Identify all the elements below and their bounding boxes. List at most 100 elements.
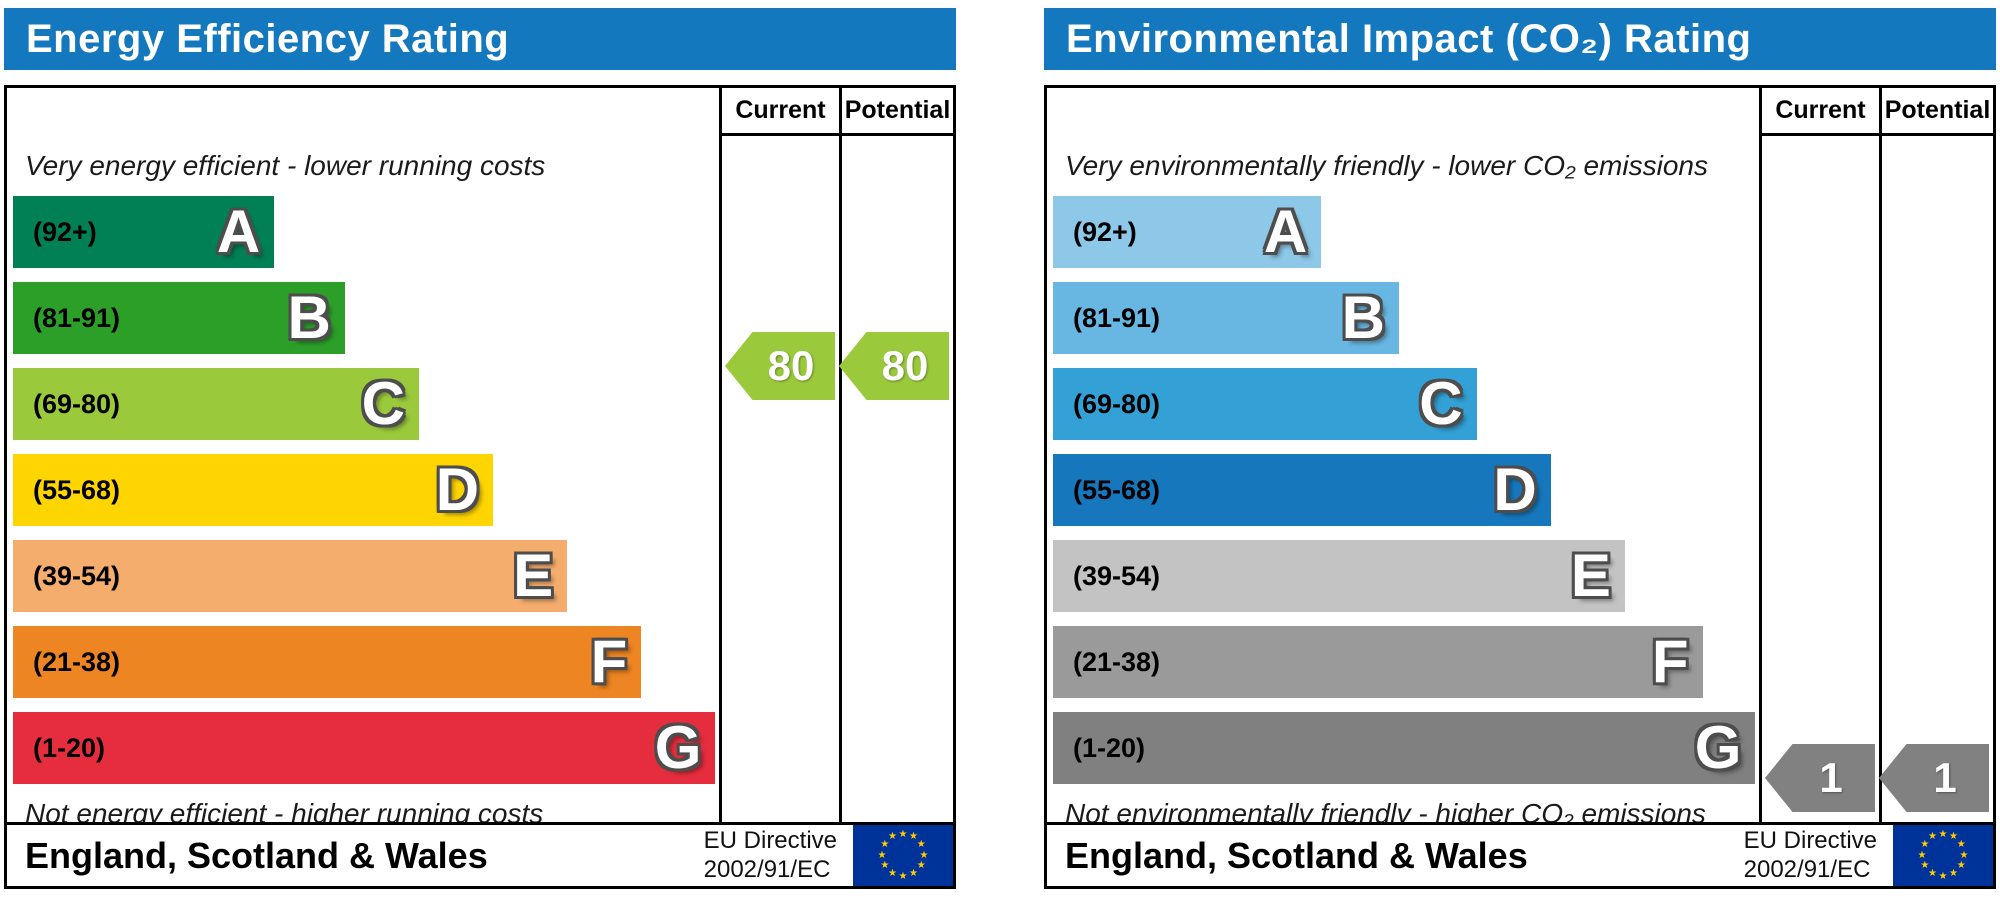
band-letter: E — [1570, 542, 1611, 609]
eu-star-icon: ★ — [919, 849, 929, 861]
environmental-impact-chart: Environmental Impact (CO₂) Rating Curren… — [1044, 8, 1996, 889]
eu-star-icon: ★ — [916, 860, 926, 871]
eu-star-icon: ★ — [898, 870, 908, 882]
band-range-label: (55-68) — [33, 474, 121, 505]
eu-star-icon: ★ — [1920, 860, 1930, 871]
bottom-note: Not environmentally friendly - higher CO… — [1065, 798, 1706, 822]
band-range-label: (81-91) — [1073, 302, 1161, 333]
potential-rating-arrow: 1 — [1879, 744, 1989, 812]
eu-star-icon: ★ — [880, 839, 890, 850]
band-row-b: (81-91) B — [1053, 282, 1399, 354]
band-letter: E — [513, 542, 554, 609]
eu-star-icon: ★ — [898, 828, 908, 840]
eu-star-icon: ★ — [880, 860, 890, 871]
potential-column: 1 — [1879, 136, 1993, 822]
band-row-f: (21-38) F — [13, 626, 642, 698]
band-range-label: (21-38) — [1073, 646, 1161, 677]
band-row-e: (39-54) E — [1053, 540, 1625, 612]
band-list: (92+) A (81-91) B (69-80) C (55-68) D (39-54) E (2… — [1053, 196, 1759, 798]
eu-star-icon: ★ — [909, 831, 918, 843]
band-letter: F — [1651, 628, 1689, 695]
eu-directive-label: EU Directive 2002/91/EC — [704, 825, 837, 886]
rating-table: Current Potential Very energy efficient … — [4, 85, 956, 825]
eu-star-icon: ★ — [1959, 849, 1969, 861]
band-letter: B — [287, 284, 331, 351]
eu-star-icon: ★ — [877, 849, 887, 861]
band-row-c: (69-80) C — [13, 368, 419, 440]
eu-star-icon: ★ — [909, 867, 918, 879]
table-corner-cell — [7, 88, 719, 136]
band-row-a: (92+) A — [13, 196, 275, 268]
eu-star-icon: ★ — [1956, 860, 1966, 871]
band-row-g: (1-20) G — [1053, 712, 1756, 784]
band-letter: B — [1341, 284, 1385, 351]
eu-star-icon: ★ — [1938, 870, 1948, 882]
chart-title: Energy Efficiency Rating — [26, 16, 510, 61]
band-row-g: (1-20) G — [13, 712, 716, 784]
bands-area: Very energy efficient - lower running co… — [7, 136, 719, 822]
energy-efficiency-chart: Energy Efficiency Rating Current Potenti… — [4, 8, 956, 889]
chart-footer: England, Scotland & Wales EU Directive 2… — [4, 825, 956, 889]
eu-flag: ★ ★ ★ ★ ★ ★ ★ ★ ★ ★ ★ ★ — [1893, 825, 1993, 886]
band-range-label: (55-68) — [1073, 474, 1161, 505]
band-row-e: (39-54) E — [13, 540, 568, 612]
column-header-potential: Potential — [839, 88, 953, 136]
eu-directive-line2: 2002/91/EC — [1743, 855, 1871, 883]
band-range-label: (92+) — [33, 216, 97, 247]
potential-column: 80 — [839, 136, 953, 822]
band-letter: A — [216, 198, 261, 265]
band-range-label: (69-80) — [33, 388, 121, 419]
band-row-a: (92+) A — [1053, 196, 1322, 268]
eu-star-icon: ★ — [916, 839, 926, 850]
bottom-note: Not energy efficient - higher running co… — [25, 798, 544, 822]
band-letter: C — [361, 370, 405, 437]
eu-star-icon: ★ — [888, 831, 897, 843]
eu-star-icon: ★ — [1938, 828, 1948, 840]
eu-star-icon: ★ — [1949, 831, 1958, 843]
current-column: 80 — [719, 136, 839, 822]
current-rating-arrow: 1 — [1765, 744, 1875, 812]
chart-title-bar: Environmental Impact (CO₂) Rating — [1044, 8, 1996, 70]
top-note: Very energy efficient - lower running co… — [25, 150, 546, 181]
eu-flag: ★ ★ ★ ★ ★ ★ ★ ★ ★ ★ ★ ★ — [853, 825, 953, 886]
band-row-d: (55-68) D — [1053, 454, 1551, 526]
eu-star-icon: ★ — [1949, 867, 1958, 879]
column-header-current: Current — [1759, 88, 1879, 136]
band-letter: C — [1419, 370, 1463, 437]
table-corner-cell — [1047, 88, 1759, 136]
band-range-label: (39-54) — [1073, 560, 1161, 591]
chart-footer: England, Scotland & Wales EU Directive 2… — [1044, 825, 1996, 889]
band-row-c: (69-80) C — [1053, 368, 1477, 440]
eu-directive-label: EU Directive 2002/91/EC — [1744, 825, 1877, 886]
eu-star-icon: ★ — [1956, 839, 1966, 850]
band-range-label: (21-38) — [33, 646, 121, 677]
band-range-label: (92+) — [1073, 216, 1137, 247]
eu-directive-line1: EU Directive — [703, 826, 837, 854]
eu-star-icon: ★ — [888, 867, 897, 879]
band-letter: F — [590, 628, 628, 695]
chart-title: Environmental Impact (CO₂) Rating — [1066, 16, 1752, 61]
band-letter: D — [1493, 456, 1537, 523]
band-range-label: (81-91) — [33, 302, 121, 333]
bands-area: Very environmentally friendly - lower CO… — [1047, 136, 1759, 822]
eu-directive-line2: 2002/91/EC — [703, 855, 831, 883]
eu-star-icon: ★ — [1928, 831, 1937, 843]
band-range-label: (1-20) — [33, 732, 106, 763]
eu-star-icon: ★ — [1928, 867, 1937, 879]
eu-directive-line1: EU Directive — [1743, 826, 1877, 854]
eu-star-icon: ★ — [1920, 839, 1930, 850]
top-note: Very environmentally friendly - lower CO… — [1065, 150, 1708, 181]
region-label: England, Scotland & Wales — [25, 834, 488, 876]
region-label: England, Scotland & Wales — [1065, 834, 1528, 876]
band-row-f: (21-38) F — [1053, 626, 1703, 698]
band-row-b: (81-91) B — [13, 282, 345, 354]
band-range-label: (1-20) — [1073, 732, 1146, 763]
current-rating-arrow: 80 — [725, 332, 835, 400]
band-letter: G — [1694, 714, 1742, 781]
rating-table: Current Potential Very environmentally f… — [1044, 85, 1996, 825]
band-letter: D — [435, 456, 480, 523]
band-range-label: (39-54) — [33, 560, 121, 591]
column-header-current: Current — [719, 88, 839, 136]
current-column: 1 — [1759, 136, 1879, 822]
